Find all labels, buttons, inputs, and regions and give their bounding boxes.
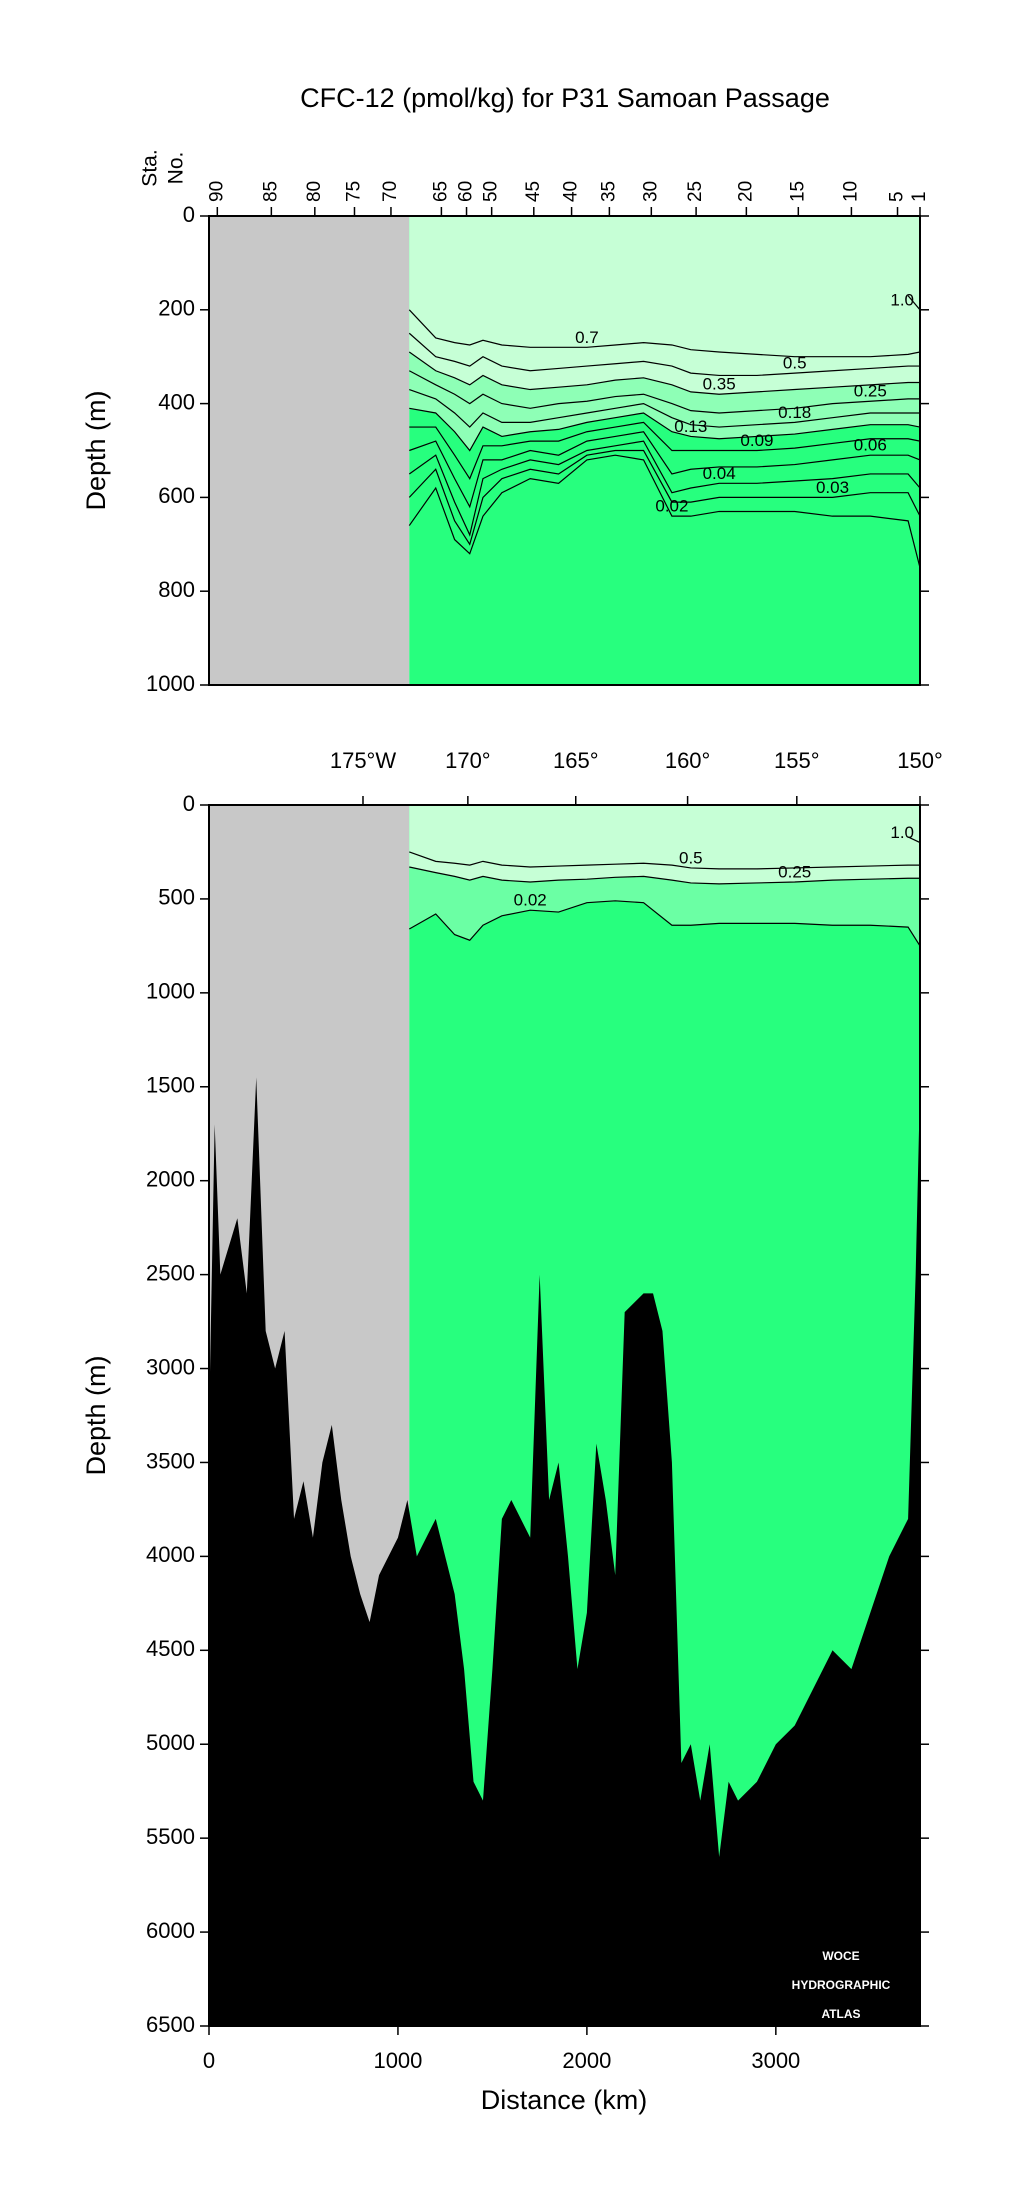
station-tick-label: 25 (685, 181, 706, 202)
bathymetry (209, 1077, 920, 2026)
station-tick-label: 35 (598, 181, 619, 202)
station-tick-label: 80 (304, 181, 325, 202)
contour-line (907, 836, 920, 844)
station-tick-label: 40 (561, 181, 582, 202)
x-tick-label: 3000 (751, 2048, 800, 2073)
contour-label: 0.02 (514, 891, 547, 910)
station-tick-label: 70 (380, 181, 401, 202)
contour-line (409, 407, 920, 452)
y-tick-label: 4000 (146, 1542, 195, 1567)
frame (208, 215, 921, 686)
y-tick-label: 1000 (146, 979, 195, 1004)
y-axis-label: Depth (m) (81, 1355, 111, 1475)
plot-area: 1.0 0.7 0.5 0.35 0.25 0.18 0.13 0.09 0.06 0.04 0.0… (209, 216, 920, 685)
contour-line (408, 332, 920, 377)
station-tick-label: 30 (640, 181, 661, 202)
station-tick-label: 65 (430, 181, 451, 202)
station-tick-label: 1 (909, 191, 930, 202)
y-tick-label: 3000 (146, 1354, 195, 1379)
contour-line (408, 449, 920, 546)
station-tick-label: 5 (887, 191, 908, 202)
contour-line (408, 351, 920, 395)
station-tick-label: 90 (206, 181, 227, 202)
y-tick-label: 200 (158, 296, 195, 321)
station-axis-label: No. (165, 152, 188, 185)
y-tick-label: 0 (183, 202, 195, 227)
y-tick-label: 6500 (146, 2012, 195, 2037)
contour-line (408, 900, 920, 947)
contour-line (409, 421, 920, 480)
y-tick-label: 4500 (146, 1636, 195, 1661)
contour-label: 0.7 (575, 328, 599, 347)
contour-label: 1.0 (890, 823, 914, 842)
y-tick-label: 1500 (146, 1073, 195, 1098)
y-tick-label: 2000 (146, 1167, 195, 1192)
station-axis-label: Sta. (139, 149, 162, 186)
y-tick-label: 3500 (146, 1448, 195, 1473)
longitude-tick-label: 165° (553, 748, 599, 773)
longitude-tick-label: 155° (774, 748, 820, 773)
station-tick-label: 60 (456, 181, 477, 202)
longitude-tick-label: 150° (897, 748, 943, 773)
y-tick-label: 0 (183, 791, 195, 816)
x-tick-label: 0 (203, 2048, 215, 2073)
y-tick-label: 6000 (146, 1918, 195, 1943)
contour-label: 0.13 (674, 417, 707, 436)
contour-line (408, 454, 920, 568)
station-tick-label: 15 (787, 181, 808, 202)
contour-line (409, 851, 920, 870)
contour-label: 0.35 (703, 375, 736, 394)
y-tick-label: 500 (158, 885, 195, 910)
contour-label: 0.02 (655, 497, 688, 516)
y-tick-label: 5000 (146, 1730, 195, 1755)
y-tick-label: 2500 (146, 1260, 195, 1285)
station-tick-label: 10 (840, 181, 861, 202)
contour-label: 1.0 (890, 290, 914, 309)
longitude-tick-label: 170° (445, 748, 491, 773)
y-tick-label: 5500 (146, 1824, 195, 1849)
no-data-region (209, 216, 410, 685)
contour-label: 0.5 (679, 848, 703, 867)
station-tick-label: 85 (260, 181, 281, 202)
contour-line (409, 388, 920, 428)
y-axis-label: Depth (m) (81, 390, 111, 510)
contour-line (907, 295, 920, 311)
watermark: WOCE (822, 1949, 859, 1963)
contour-label: 0.04 (703, 464, 736, 483)
chart-title: CFC-12 (pmol/kg) for P31 Samoan Passage (300, 83, 830, 113)
y-tick-label: 600 (158, 483, 195, 508)
contour-line (409, 866, 920, 885)
frame (208, 804, 921, 2027)
contour-band (409, 805, 920, 884)
contour-line (409, 431, 920, 509)
plot-area: 1.0 0.5 0.25 0.02 (209, 805, 920, 2026)
station-tick-label: 75 (344, 181, 365, 202)
contour-label: 0.5 (783, 354, 807, 373)
x-tick-label: 2000 (562, 2048, 611, 2073)
contour-line (408, 440, 920, 537)
y-tick-label: 1000 (146, 671, 195, 696)
longitude-tick-label: 160° (665, 748, 711, 773)
y-tick-label: 800 (158, 577, 195, 602)
contour-label: 0.09 (740, 431, 773, 450)
contour-label: 0.25 (854, 382, 887, 401)
y-tick-label: 400 (158, 389, 195, 414)
contour-line (408, 309, 920, 358)
contour-label: 0.06 (854, 436, 887, 455)
station-tick-label: 20 (735, 181, 756, 202)
x-axis-label: Distance (km) (481, 2085, 648, 2115)
station-tick-label: 45 (523, 181, 544, 202)
contour-line (409, 370, 920, 414)
watermark: ATLAS (821, 2007, 860, 2021)
watermark: HYDROGRAPHIC (792, 1978, 891, 1992)
x-tick-label: 1000 (373, 2048, 422, 2073)
contour-band (409, 216, 920, 395)
station-tick-label: 50 (481, 181, 502, 202)
contour-label: 0.18 (778, 403, 811, 422)
contour-label: 0.03 (816, 478, 849, 497)
longitude-tick-label: 175°W (330, 748, 397, 773)
contour-label: 0.25 (778, 863, 811, 882)
